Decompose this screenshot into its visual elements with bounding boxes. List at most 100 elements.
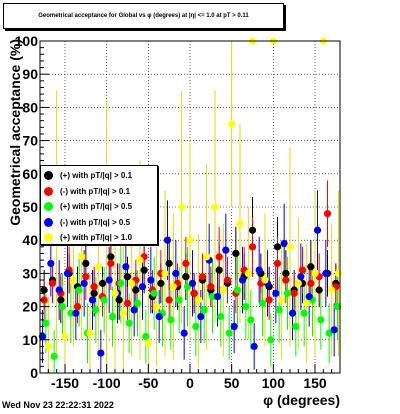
y-tick-label: 20 [22, 299, 38, 315]
data-point [238, 276, 247, 284]
data-point [107, 259, 115, 268]
x-tick-label: 100 [262, 375, 286, 391]
data-point [50, 352, 58, 360]
data-point [117, 279, 125, 287]
data-point [40, 296, 48, 304]
data-point [157, 279, 165, 287]
data-point [278, 296, 286, 304]
data-point [200, 306, 208, 314]
tick-labels: -150 -100 -50 0 50 100 150 0 10 20 30 40 50 60 70 80 90 1… [15, 33, 327, 391]
y-tick-label: 60 [22, 166, 38, 182]
data-point [136, 256, 144, 264]
data-point [213, 293, 222, 301]
legend-marker-icon [44, 202, 53, 212]
data-point [222, 246, 230, 254]
data-point [215, 266, 223, 274]
legend-marker-icon [44, 186, 53, 196]
data-point [82, 259, 90, 268]
data-point [86, 329, 94, 337]
data-point [208, 293, 217, 301]
data-point [150, 289, 158, 297]
data-point [190, 289, 198, 297]
legend-entry: (-) with pT/|q| > 0.5 [44, 215, 155, 231]
legend-marker-icon [44, 171, 53, 181]
data-point [161, 269, 169, 277]
data-point [265, 296, 273, 304]
data-point [132, 286, 140, 294]
data-point [230, 322, 238, 331]
data-point [140, 266, 148, 274]
data-point [192, 322, 200, 331]
data-point [286, 243, 294, 251]
data-point [244, 269, 252, 277]
data-point [67, 309, 75, 317]
data-point [175, 296, 183, 304]
data-point [100, 296, 108, 304]
data-point [297, 273, 305, 281]
data-point [97, 349, 105, 357]
data-point [155, 312, 163, 321]
data-point [236, 220, 244, 228]
data-point [247, 316, 255, 324]
data-point [198, 273, 207, 281]
data-point [94, 263, 102, 271]
data-point [169, 283, 177, 291]
data-point [107, 253, 115, 261]
y-tick-label: 100 [15, 33, 39, 49]
data-point [219, 286, 227, 294]
data-point [163, 236, 172, 244]
data-point [42, 319, 50, 327]
data-point [242, 303, 250, 311]
data-point [125, 319, 133, 327]
x-tick-label: 150 [303, 375, 327, 391]
data-point [307, 263, 315, 271]
data-point [123, 273, 132, 281]
y-tick-label: 40 [22, 232, 38, 248]
x-tick-label: -100 [93, 375, 121, 391]
data-point [300, 309, 308, 317]
data-point [283, 289, 292, 297]
data-point [323, 210, 332, 218]
data-point [73, 303, 82, 311]
y-tick-label: 30 [22, 265, 38, 281]
data-point [292, 322, 300, 331]
data-point [233, 286, 242, 294]
data-point [290, 289, 298, 297]
data-point [63, 269, 72, 277]
data-point [38, 332, 47, 341]
data-point [88, 296, 97, 304]
data-point [178, 203, 186, 211]
data-point [122, 263, 130, 271]
data-point [248, 226, 257, 234]
data-point [282, 269, 290, 277]
data-point [78, 253, 86, 261]
data-point [165, 259, 173, 268]
data-point [261, 276, 269, 284]
y-tick-label: 80 [22, 99, 38, 115]
data-point [217, 312, 225, 321]
data-point [138, 283, 147, 291]
legend-label: (+) with pT/|q| > 1.0 [60, 233, 133, 243]
data-point [194, 296, 202, 304]
legend: (+) with pT/|q| > 0.1 (-) with pT/|q| > 0… [40, 165, 158, 245]
chart-title-box: Geometrical acceptance for Global vs φ (… [3, 3, 284, 29]
data-point [223, 276, 232, 284]
data-point [115, 296, 123, 304]
data-point [294, 279, 302, 287]
data-point [307, 279, 315, 287]
data-point [44, 342, 52, 351]
x-tick-label: 50 [224, 375, 240, 391]
data-point [130, 306, 138, 314]
legend-label: (+) with pT/|q| > 0.5 [60, 202, 133, 212]
x-tick-label: 0 [186, 375, 194, 391]
legend-label: (-) with pT/|q| > 0.1 [60, 186, 131, 196]
data-point [119, 309, 127, 317]
data-point [167, 316, 175, 324]
data-point [186, 236, 194, 244]
y-tick-label: 70 [22, 133, 38, 149]
data-point [80, 279, 88, 287]
legend-entry: (+) with pT/|q| > 1.0 [44, 230, 155, 246]
data-point [172, 269, 180, 277]
y-tick-label: 50 [22, 199, 38, 215]
data-point [211, 203, 219, 211]
